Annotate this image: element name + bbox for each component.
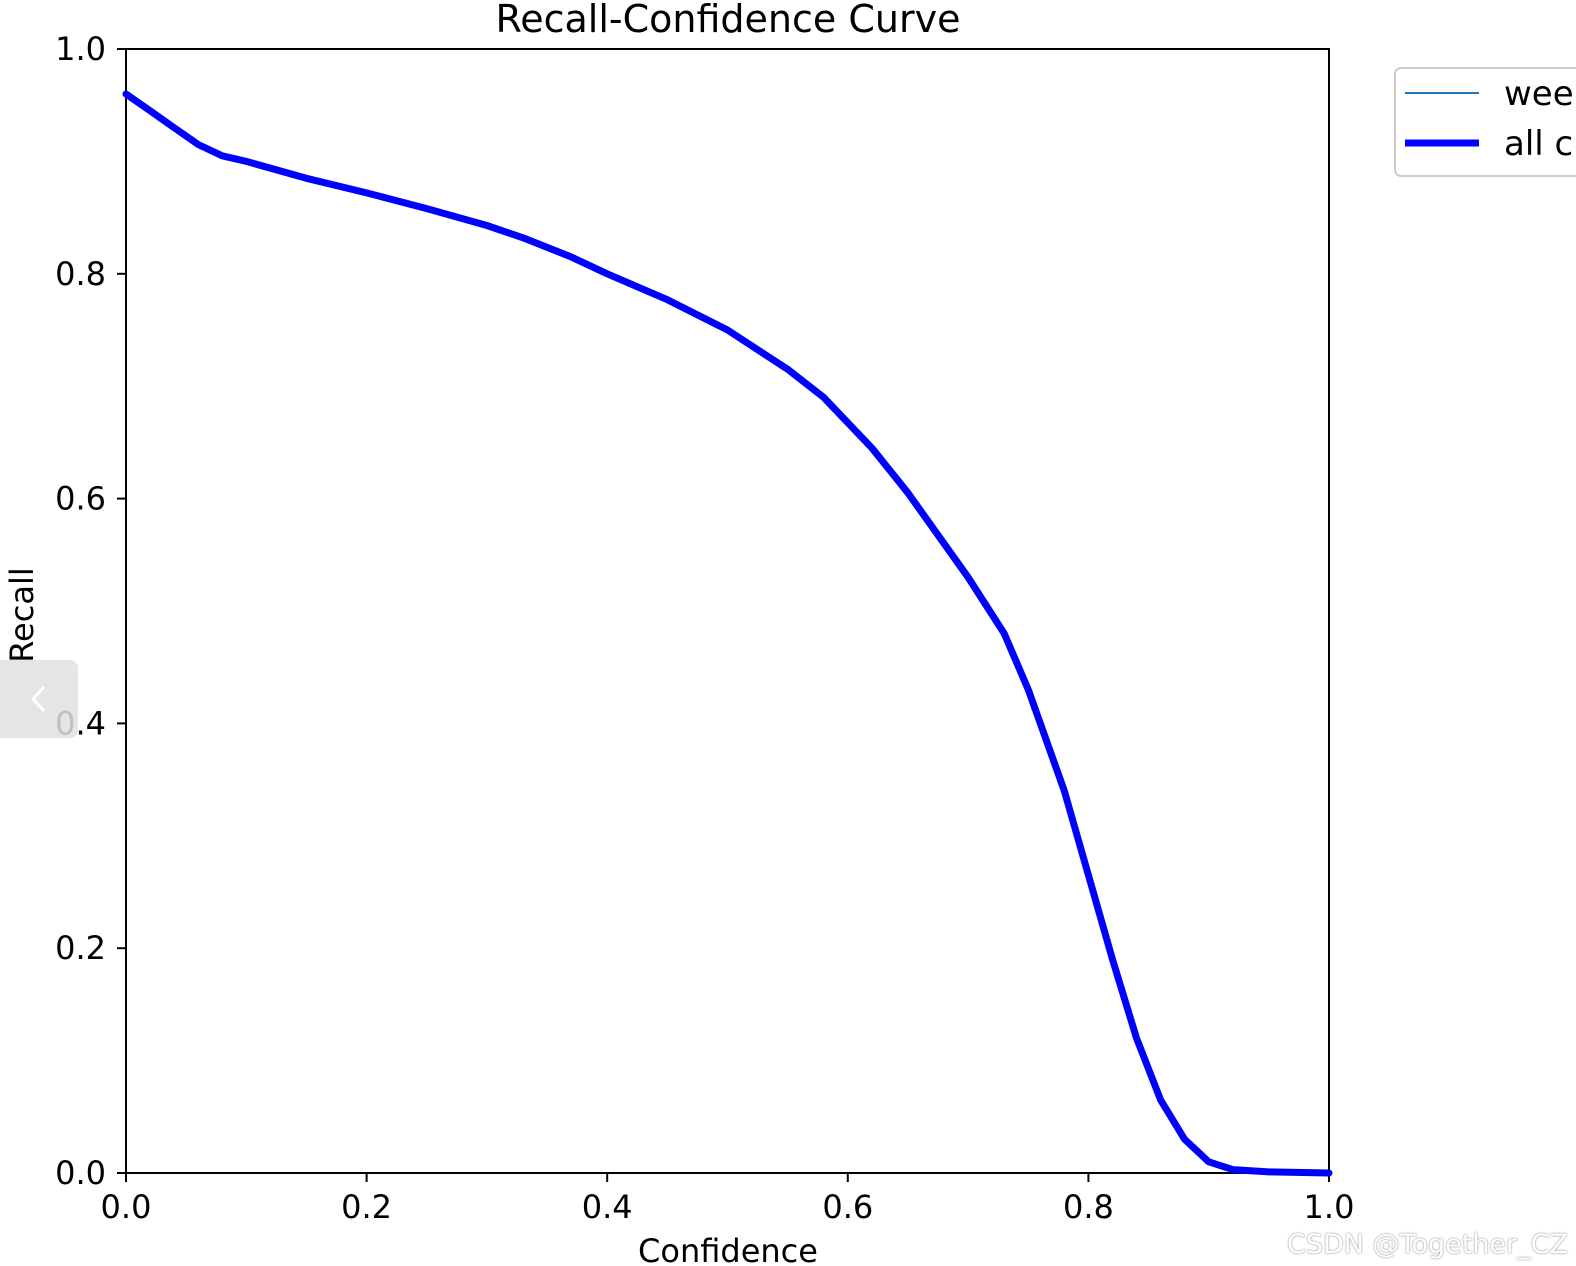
- legend-label: wee: [1504, 74, 1574, 114]
- plot-frame: [125, 48, 1330, 1174]
- y-tick-label: 0.0: [55, 1154, 106, 1192]
- x-tick-label: 0.6: [822, 1188, 873, 1226]
- y-tick-label: 0.2: [55, 929, 106, 967]
- x-tick-label: 0.4: [582, 1188, 633, 1226]
- x-tick-label: 1.0: [1304, 1188, 1355, 1226]
- legend: wee all c: [1394, 67, 1576, 177]
- plot-area: 0.0 0.2 0.4 0.6 0.8 1.00.00.20.40.60.81.0: [55, 30, 1354, 1226]
- y-tick-label: 0.6: [55, 480, 106, 518]
- x-axis-label: Confidence: [638, 1232, 818, 1266]
- legend-box: [1394, 67, 1576, 177]
- chart-title: Recall-Confidence Curve: [496, 0, 961, 41]
- y-tick-label: 1.0: [55, 30, 106, 68]
- x-tick-label: 0.8: [1063, 1188, 1114, 1226]
- chevron-left-icon: [30, 685, 46, 713]
- x-tick-label: 0.2: [341, 1188, 392, 1226]
- previous-button[interactable]: [0, 660, 78, 738]
- watermark: CSDN @Together_CZ: [1287, 1229, 1568, 1260]
- series-line-1: [122, 90, 1333, 1177]
- x-tick-label: 0.0: [101, 1188, 152, 1226]
- y-tick-label: 0.8: [55, 255, 106, 293]
- y-axis-label: Recall: [3, 567, 41, 662]
- legend-label: all c: [1504, 124, 1573, 164]
